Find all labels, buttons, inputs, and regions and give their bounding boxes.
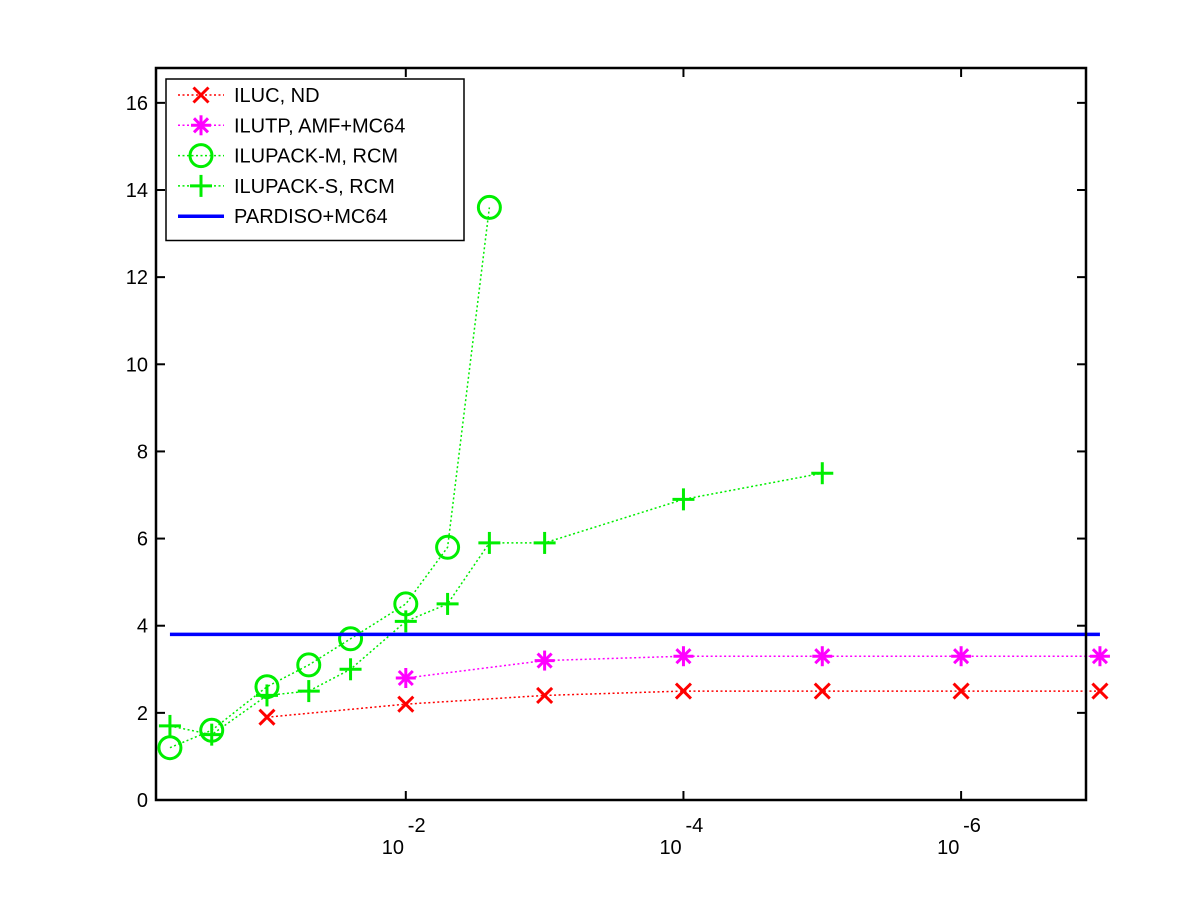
x-tick-label-0: 10-2 [382, 815, 426, 859]
point-3-2 [255, 684, 278, 707]
point-3-1 [200, 723, 223, 746]
point-2-7 [476, 194, 502, 220]
legend-label-3: ILUPACK-S, RCM [234, 176, 395, 198]
point-3-3 [297, 680, 320, 703]
legend-marker-1 [191, 115, 211, 136]
x-tick-base-2: 10 [937, 837, 959, 859]
point-0-5 [952, 682, 970, 700]
series-1 [395, 646, 1110, 688]
legend-label-2: ILUPACK-M, RCM [234, 146, 398, 168]
point-0-1 [397, 695, 415, 713]
point-1-1 [534, 650, 555, 671]
point-0-3 [674, 682, 693, 700]
y-tick-label-8: 16 [126, 93, 148, 115]
point-3-9 [672, 488, 695, 511]
point-2-4 [338, 626, 364, 652]
legend-entry-0: ILUC, ND [178, 85, 320, 107]
series-3 [158, 462, 834, 746]
axes-box [154, 66, 1088, 802]
legend-entry-1: ILUTP, AMF+MC64 [178, 115, 405, 137]
x-tick-base-0: 10 [382, 837, 404, 859]
series-line-1 [405, 655, 1100, 679]
point-1-2 [673, 646, 694, 667]
point-1-3 [812, 646, 833, 667]
point-0-4 [813, 682, 831, 700]
x-tick-label-2: 10-6 [937, 815, 981, 859]
y-tick-label-4: 8 [137, 441, 148, 463]
point-0-0 [258, 708, 276, 726]
y-tick-label-7: 14 [126, 180, 148, 202]
point-3-10 [811, 462, 834, 485]
legend-label-1: ILUTP, AMF+MC64 [234, 115, 405, 137]
legend-marker-2 [188, 143, 214, 169]
point-1-5 [1089, 646, 1110, 667]
legend-marker-3 [190, 174, 212, 197]
legend-label-0: ILUC, ND [234, 85, 320, 107]
x-tick-exp-1: -4 [685, 815, 703, 837]
point-0-6 [1091, 682, 1109, 700]
x-tick-label-1: 10-4 [659, 815, 703, 859]
y-tick-label-3: 6 [137, 529, 148, 551]
x-tick-exp-2: -6 [963, 815, 981, 837]
legend-entry-4: PARDISO+MC64 [178, 206, 388, 228]
legend-label-4: PARDISO+MC64 [234, 206, 388, 228]
y-tick-label-1: 2 [137, 703, 148, 725]
legend-marker-0 [192, 86, 210, 104]
x-tick-base-1: 10 [659, 837, 681, 859]
point-3-6 [436, 592, 459, 615]
y-tick-label-5: 10 [126, 354, 148, 376]
point-3-8 [533, 531, 556, 554]
point-1-4 [951, 646, 972, 667]
legend: ILUC, ND ILUTP, AMF+MC64 ILUPACK-M, RCM ILU… [165, 78, 465, 242]
legend-box [165, 78, 465, 242]
point-3-4 [339, 658, 362, 681]
legend-entry-3: ILUPACK-S, RCM [178, 174, 395, 198]
point-2-3 [296, 652, 322, 678]
point-3-7 [478, 531, 501, 554]
point-0-2 [536, 686, 554, 704]
point-3-5 [394, 610, 417, 633]
point-2-6 [435, 534, 461, 560]
y-tick-label-0: 0 [137, 790, 148, 812]
legend-entry-2: ILUPACK-M, RCM [178, 143, 398, 169]
point-1-0 [395, 668, 416, 688]
y-tick-label-6: 12 [126, 267, 148, 289]
series-line-3 [169, 472, 823, 736]
y-tick-label-2: 4 [137, 616, 148, 638]
series-layer [157, 194, 1110, 761]
x-tick-exp-0: -2 [408, 815, 426, 837]
series-0 [258, 682, 1109, 726]
point-3-0 [158, 714, 181, 737]
